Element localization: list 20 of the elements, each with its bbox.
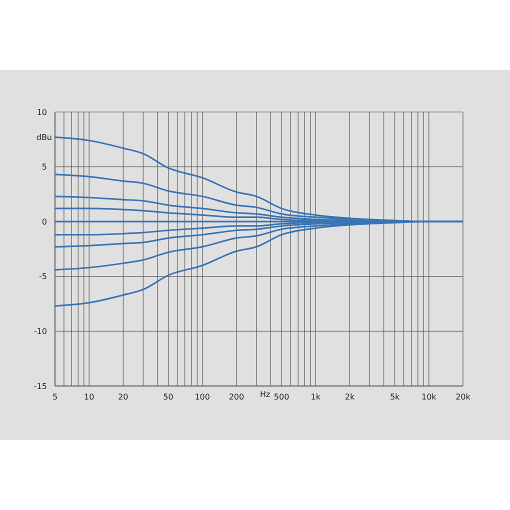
x-tick-label: 50 — [163, 392, 174, 402]
x-axis-title: Hz — [260, 390, 270, 399]
x-tick-label: 5 — [52, 392, 58, 402]
y-tick-label: -15 — [34, 382, 47, 391]
y-tick-label: 5 — [42, 162, 47, 172]
y-tick-label: 0 — [42, 217, 47, 226]
y-tick-label: 10 — [36, 108, 47, 117]
x-tick-label: 500 — [274, 392, 290, 402]
x-tick-label: 20 — [118, 392, 128, 402]
x-tick-label: 20k — [456, 392, 471, 402]
x-tick-label: 10k — [421, 392, 437, 402]
y-tick-label: -5 — [39, 272, 47, 282]
y-tick-label: -10 — [34, 327, 47, 336]
x-tick-label: 10 — [84, 392, 94, 402]
x-tick-label: 200 — [228, 392, 244, 402]
y-axis-title: dBu — [36, 133, 52, 142]
x-tick-label: 5k — [390, 392, 400, 402]
x-tick-label: 100 — [194, 392, 210, 402]
x-tick-label: 2k — [344, 392, 355, 402]
x-tick-label: 1k — [310, 392, 321, 402]
